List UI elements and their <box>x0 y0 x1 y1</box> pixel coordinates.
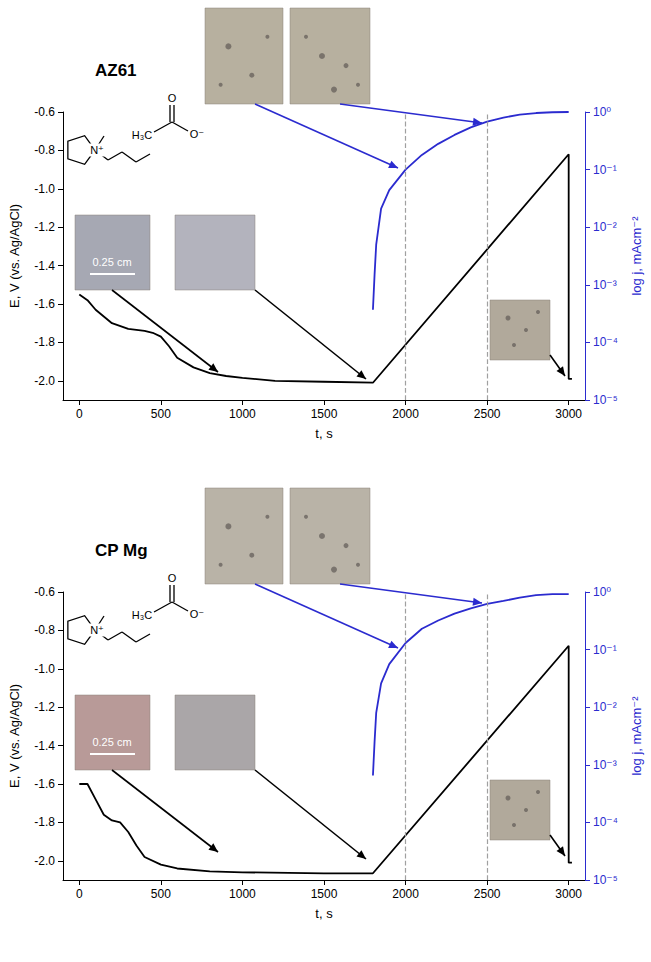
svg-text:2000: 2000 <box>392 887 419 901</box>
svg-text:t, s: t, s <box>315 426 333 441</box>
svg-text:2000: 2000 <box>392 407 419 421</box>
svg-text:500: 500 <box>151 407 171 421</box>
svg-text:-1.6: -1.6 <box>34 777 55 791</box>
svg-text:-1.2: -1.2 <box>34 220 55 234</box>
svg-text:3000: 3000 <box>555 407 582 421</box>
svg-text:t, s: t, s <box>315 906 333 921</box>
svg-text:H₃C: H₃C <box>132 129 152 141</box>
svg-text:O⁻: O⁻ <box>190 608 205 620</box>
svg-text:500: 500 <box>151 887 171 901</box>
svg-text:10⁻⁵: 10⁻⁵ <box>593 393 618 407</box>
svg-text:10⁻⁴: 10⁻⁴ <box>593 815 618 829</box>
svg-text:-1.2: -1.2 <box>34 700 55 714</box>
svg-text:O: O <box>168 92 177 104</box>
svg-text:1500: 1500 <box>311 887 338 901</box>
svg-text:0.25 cm: 0.25 cm <box>92 736 131 748</box>
svg-text:10⁻¹: 10⁻¹ <box>593 643 617 657</box>
svg-text:10⁻³: 10⁻³ <box>593 758 617 772</box>
svg-text:N⁺: N⁺ <box>90 624 104 636</box>
svg-text:H₃C: H₃C <box>132 609 152 621</box>
svg-text:-0.6: -0.6 <box>34 105 55 119</box>
svg-text:2500: 2500 <box>474 407 501 421</box>
svg-text:10⁻²: 10⁻² <box>593 220 617 234</box>
svg-text:1500: 1500 <box>311 407 338 421</box>
svg-text:E, V (vs. Ag/AgCl): E, V (vs. Ag/AgCl) <box>7 204 22 308</box>
svg-text:-1.4: -1.4 <box>34 739 55 753</box>
svg-text:AZ61: AZ61 <box>95 61 137 80</box>
svg-text:0: 0 <box>76 887 83 901</box>
svg-text:10⁻²: 10⁻² <box>593 700 617 714</box>
svg-text:-0.8: -0.8 <box>34 143 55 157</box>
svg-text:0.25 cm: 0.25 cm <box>92 256 131 268</box>
svg-text:10⁻⁴: 10⁻⁴ <box>593 335 618 349</box>
svg-text:-1.0: -1.0 <box>34 662 55 676</box>
svg-text:10⁻³: 10⁻³ <box>593 278 617 292</box>
svg-text:0: 0 <box>76 407 83 421</box>
svg-text:10⁰: 10⁰ <box>593 105 611 119</box>
svg-text:-1.8: -1.8 <box>34 815 55 829</box>
svg-text:O⁻: O⁻ <box>190 128 205 140</box>
svg-text:-1.6: -1.6 <box>34 297 55 311</box>
svg-text:1000: 1000 <box>229 407 256 421</box>
svg-text:1000: 1000 <box>229 887 256 901</box>
svg-text:CP Mg: CP Mg <box>95 541 148 560</box>
svg-text:-0.6: -0.6 <box>34 585 55 599</box>
svg-text:-0.8: -0.8 <box>34 623 55 637</box>
svg-text:O: O <box>168 572 177 584</box>
svg-text:-2.0: -2.0 <box>34 374 55 388</box>
svg-text:2500: 2500 <box>474 887 501 901</box>
svg-text:-1.8: -1.8 <box>34 335 55 349</box>
svg-text:-1.0: -1.0 <box>34 182 55 196</box>
svg-text:10⁻¹: 10⁻¹ <box>593 163 617 177</box>
svg-text:-2.0: -2.0 <box>34 854 55 868</box>
svg-text:log j, mAcm⁻²: log j, mAcm⁻² <box>629 216 644 296</box>
svg-text:log j, mAcm⁻²: log j, mAcm⁻² <box>629 696 644 776</box>
svg-text:E, V (vs. Ag/AgCl): E, V (vs. Ag/AgCl) <box>7 684 22 788</box>
svg-text:3000: 3000 <box>555 887 582 901</box>
svg-text:-1.4: -1.4 <box>34 259 55 273</box>
svg-text:10⁻⁵: 10⁻⁵ <box>593 873 618 887</box>
svg-text:10⁰: 10⁰ <box>593 585 611 599</box>
svg-text:N⁺: N⁺ <box>90 144 104 156</box>
